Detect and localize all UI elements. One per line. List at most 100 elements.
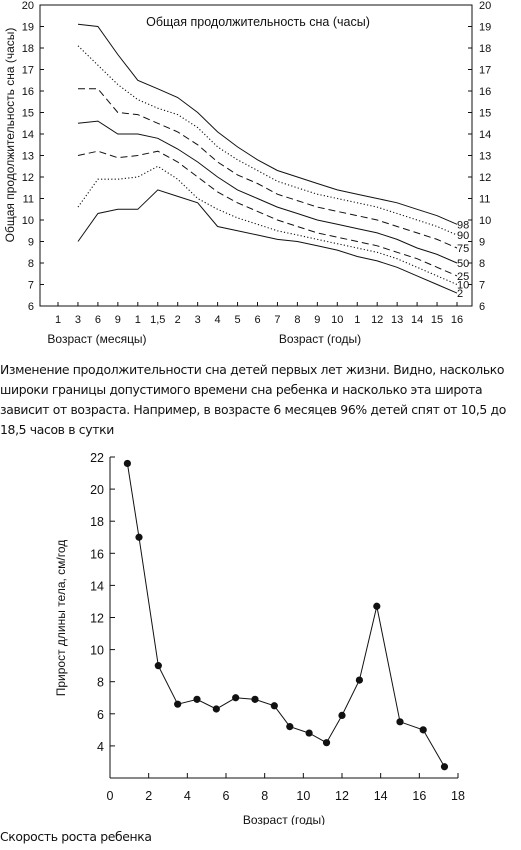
growth-chart-y-ticks: 4 6 8 10 12 14 16 18 20 22 — [90, 451, 115, 754]
y-tick-label-left: 20 — [22, 0, 34, 12]
growth-chart-series — [126, 463, 445, 768]
x-tick-label: 2 — [175, 314, 181, 326]
x-tick-label: 14 — [374, 789, 388, 803]
growth-data-point — [123, 459, 131, 468]
sleep-chart-x-ticks: 1 3 6 9 1 1,5 2 3 4 5 6 7 8 9 10 1 12 13 14 15 16 — [55, 302, 463, 326]
percentile-line-98 — [77, 23, 458, 225]
x-tick-label: 12 — [335, 789, 349, 803]
percentile-label: 98 — [457, 219, 469, 231]
sleep-chart-series — [77, 23, 458, 294]
x-tick-label: 1 — [354, 314, 360, 326]
y-tick-label-left: 12 — [22, 172, 34, 184]
y-tick-label-right: 12 — [479, 172, 491, 184]
y-tick-label-left: 8 — [28, 258, 34, 270]
x-tick-label: 3 — [75, 314, 81, 326]
growth-data-point — [270, 702, 278, 710]
growth-line — [126, 463, 445, 768]
growth-data-point — [193, 695, 201, 703]
x-tick-label: 1 — [55, 314, 61, 326]
sleep-chart-title: Общая продолжительность сна (часы) — [146, 15, 370, 29]
sleep-chart-x-axis-title-years: Возраст (годы) — [279, 332, 361, 346]
percentile-label: 10 — [457, 280, 469, 292]
y-tick-label: 14 — [90, 579, 104, 593]
sleep-chart-y-axis-title: Общая продолжительность сна (часы) — [3, 28, 17, 243]
y-tick-label-right: 13 — [479, 151, 491, 163]
y-tick-label-left: 16 — [22, 86, 34, 98]
y-tick-label-right: 14 — [479, 129, 491, 141]
growth-chart-points — [123, 459, 449, 771]
y-tick-label: 20 — [90, 483, 104, 497]
y-tick-label-right: 20 — [479, 0, 491, 12]
y-tick-label-left: 10 — [22, 215, 34, 227]
y-tick-label-right: 17 — [479, 65, 491, 77]
growth-data-point — [305, 729, 313, 737]
y-tick-label-right: 10 — [479, 215, 491, 227]
growth-data-point — [286, 723, 294, 731]
y-tick-label-right: 15 — [479, 108, 491, 120]
sleep-chart-caption: Изменение продолжительности сна детей пе… — [0, 362, 506, 437]
x-tick-label: 7 — [274, 314, 280, 326]
x-tick-label: 16 — [412, 789, 426, 803]
percentile-label: 50 — [457, 258, 469, 270]
growth-data-point — [396, 718, 404, 726]
x-tick-label: 8 — [294, 314, 300, 326]
y-tick-label-right: 7 — [479, 280, 485, 292]
growth-chart-x-axis-title: Возраст (годы) — [243, 813, 325, 825]
x-tick-label: 5 — [234, 314, 240, 326]
x-tick-label: 14 — [411, 314, 423, 326]
y-tick-label: 12 — [90, 612, 104, 626]
y-tick-label-left: 6 — [28, 301, 34, 313]
y-tick-label-left: 14 — [22, 129, 34, 141]
growth-data-point — [419, 726, 427, 734]
y-tick-label: 18 — [90, 515, 104, 529]
x-tick-label: 8 — [261, 789, 268, 803]
x-tick-label: 9 — [115, 314, 121, 326]
percentile-line-90 — [77, 45, 458, 236]
y-tick-label-left: 11 — [23, 194, 34, 206]
growth-data-point — [232, 694, 240, 702]
growth-chart-y-axis-title: Прирост длины тела, см/год — [54, 540, 68, 697]
y-tick-label-right: 18 — [479, 43, 491, 55]
percentile-label: 90 — [457, 230, 469, 242]
percentile-label: 2 — [457, 288, 463, 300]
x-tick-label: 12 — [371, 314, 383, 326]
growth-data-point — [355, 676, 363, 684]
x-tick-label: 6 — [223, 789, 230, 803]
x-tick-label: 10 — [296, 789, 310, 803]
sleep-chart-frame — [39, 4, 473, 307]
growth-data-point — [373, 602, 381, 610]
growth-velocity-chart: 4 6 8 10 12 14 16 18 20 22 0 2 4 6 8 10 12 14 16 18 Прирос… — [54, 451, 465, 825]
percentile-line-10 — [77, 165, 458, 286]
y-tick-label-left: 19 — [22, 22, 34, 34]
growth-data-point — [174, 700, 182, 708]
x-tick-label: 13 — [391, 314, 403, 326]
x-tick-label: 10 — [331, 314, 343, 326]
y-tick-label: 22 — [90, 451, 104, 465]
y-tick-label-left: 7 — [28, 280, 34, 292]
x-tick-label: 9 — [314, 314, 320, 326]
sleep-chart-x-axis-title-months: Возраст (месяцы) — [47, 332, 146, 346]
x-tick-label: 2 — [145, 789, 152, 803]
y-tick-label-left: 18 — [22, 43, 34, 55]
growth-chart-x-ticks: 0 2 4 6 8 10 12 14 16 18 — [107, 773, 465, 803]
sleep-chart-right-y-ticks: 6 7 8 9 10 11 12 13 14 15 16 17 18 19 20 — [468, 0, 491, 313]
x-tick-label: 3 — [195, 314, 201, 326]
y-tick-label-right: 11 — [479, 194, 490, 206]
percentile-line-75 — [78, 88, 458, 249]
growth-data-point — [135, 533, 143, 541]
y-tick-label-right: 8 — [479, 258, 485, 270]
percentile-line-25 — [77, 150, 458, 277]
y-tick-label: 8 — [97, 676, 104, 690]
y-tick-label-right: 16 — [479, 86, 491, 98]
growth-data-point — [212, 705, 220, 713]
y-tick-label-right: 19 — [479, 22, 491, 34]
percentile-label: 25 — [457, 271, 469, 283]
y-tick-label-right: 6 — [479, 301, 485, 313]
growth-data-point — [440, 763, 449, 771]
x-tick-label: 6 — [254, 314, 260, 326]
growth-data-point — [251, 695, 259, 703]
x-tick-label: 4 — [215, 314, 221, 326]
sleep-chart-left-y-ticks: 6 7 8 9 10 11 12 13 14 15 16 17 18 19 20 — [22, 0, 44, 313]
growth-data-point — [154, 662, 162, 670]
